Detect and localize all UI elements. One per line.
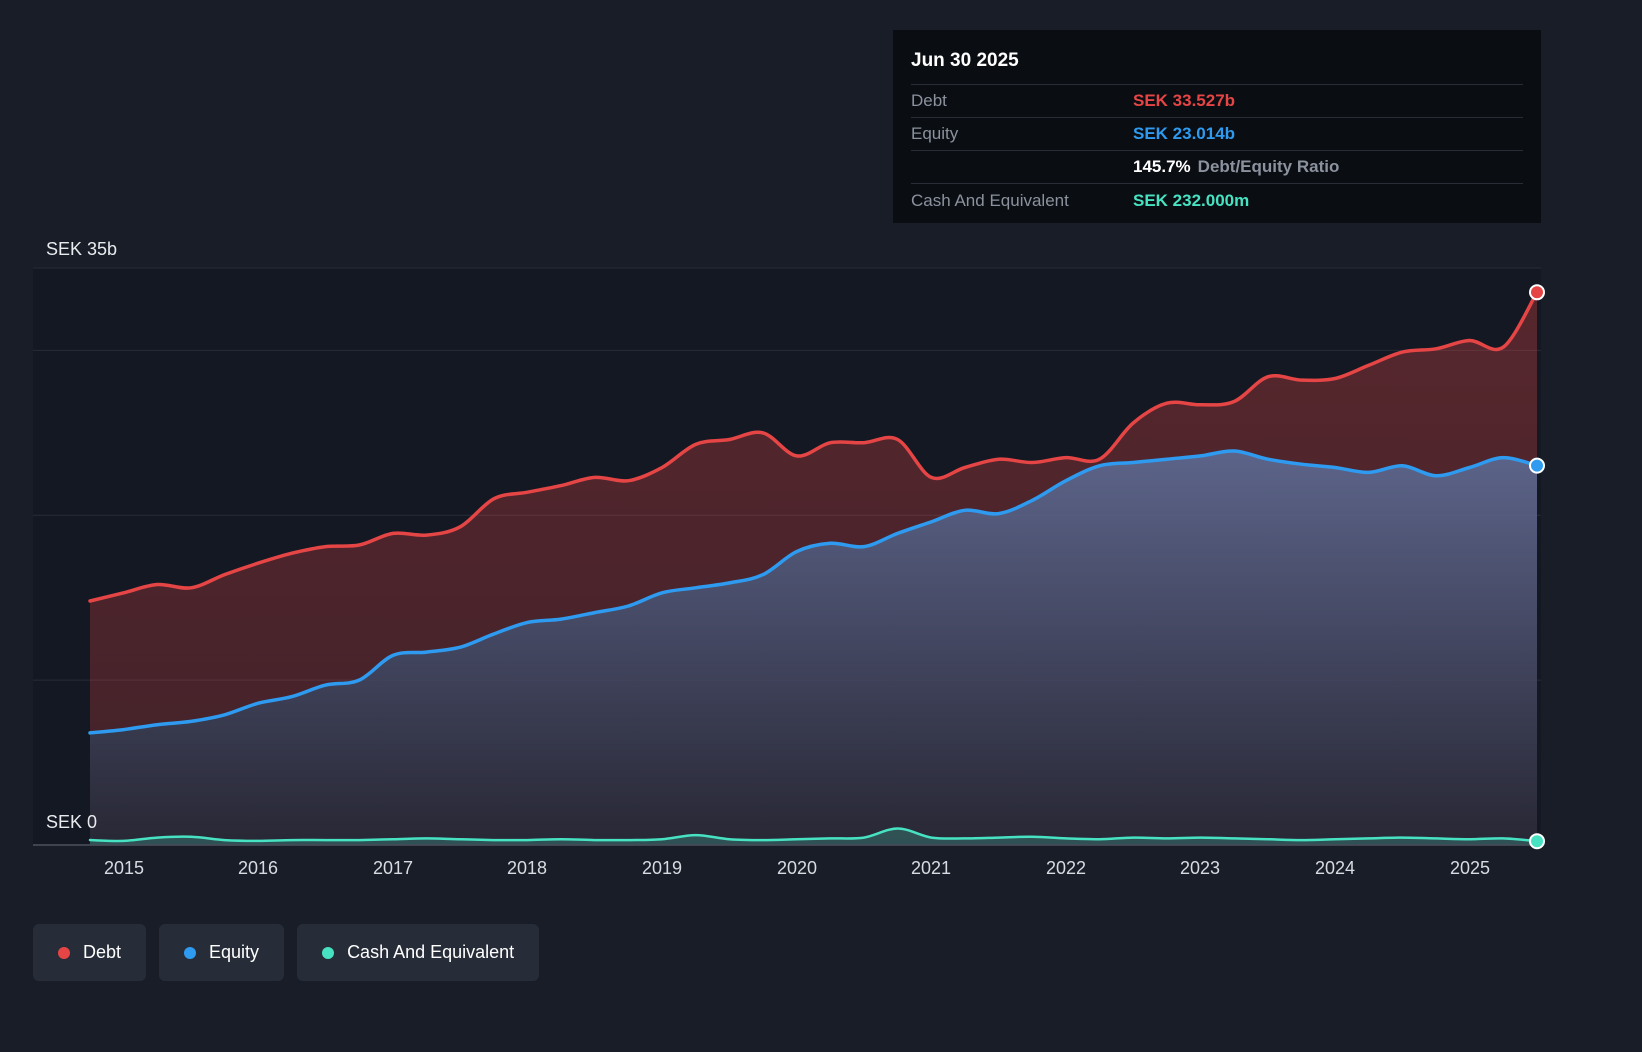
x-tick-2017: 2017 bbox=[372, 858, 414, 878]
tooltip-row-equity: Equity SEK 23.014b bbox=[911, 118, 1523, 151]
x-tick-2015: 2015 bbox=[103, 858, 145, 878]
debt-series-dot-icon bbox=[58, 946, 70, 959]
debt-endpoint-marker bbox=[1529, 284, 1545, 301]
tooltip-row-debt: Debt SEK 33.527b bbox=[911, 85, 1523, 118]
cash-endpoint-marker bbox=[1529, 833, 1545, 850]
tooltip-row-value-suffix: Debt/Equity Ratio bbox=[1197, 157, 1340, 176]
equity-series-dot-icon bbox=[184, 946, 197, 959]
equity-area bbox=[90, 450, 1537, 845]
tooltip-date: Jun 30 2025 bbox=[911, 44, 1523, 85]
legend-label: Cash And Equivalent bbox=[347, 942, 515, 962]
y-axis-label-zero: SEK 0 bbox=[46, 812, 98, 832]
x-tick-2021: 2021 bbox=[910, 858, 952, 878]
tooltip-row-value: 145.7% bbox=[1133, 157, 1191, 176]
legend-label: Equity bbox=[209, 942, 260, 962]
x-tick-2016: 2016 bbox=[237, 858, 279, 878]
tooltip-row-value: SEK 23.014b bbox=[1133, 124, 1236, 143]
tooltip-row-value: SEK 232.000m bbox=[1133, 190, 1250, 210]
tooltip-row-cash-and-equivalent: Cash And Equivalent SEK 232.000m bbox=[911, 184, 1523, 217]
x-tick-2022: 2022 bbox=[1045, 858, 1087, 878]
legend-item-debt[interactable]: Debt bbox=[33, 924, 147, 981]
chart-legend: Debt Equity Cash And Equivalent bbox=[33, 924, 540, 981]
y-axis-label-top: SEK 35b bbox=[46, 239, 118, 259]
debt-line bbox=[88, 290, 1539, 603]
cash-area bbox=[90, 828, 1537, 845]
tooltip-row-value: SEK 33.527b bbox=[1133, 91, 1236, 110]
legend-item-equity[interactable]: Equity bbox=[159, 924, 285, 981]
legend-label: Debt bbox=[83, 942, 122, 962]
cash-series-dot-icon bbox=[322, 946, 335, 959]
x-tick-2019: 2019 bbox=[641, 858, 683, 878]
tooltip-row-label: Debt bbox=[911, 91, 947, 110]
x-tick-2024: 2024 bbox=[1314, 858, 1356, 878]
equity-line bbox=[88, 449, 1539, 735]
x-tick-2023: 2023 bbox=[1179, 858, 1221, 878]
x-tick-2020: 2020 bbox=[776, 858, 818, 878]
tooltip-row-debt-equity-ratio: 145.7% Debt/Equity Ratio bbox=[911, 151, 1523, 184]
x-tick-2018: 2018 bbox=[506, 858, 548, 878]
legend-item-cash[interactable]: Cash And Equivalent bbox=[297, 924, 540, 981]
tooltip-row-label: Cash And Equivalent bbox=[911, 190, 1069, 210]
x-tick-2025: 2025 bbox=[1449, 858, 1491, 878]
tooltip-rows: Debt SEK 33.527b Equity SEK 23.014b 145.7% De… bbox=[911, 85, 1523, 217]
equity-endpoint-marker bbox=[1529, 457, 1545, 474]
cash-line bbox=[88, 827, 1539, 843]
chart-tooltip: Jun 30 2025 Debt SEK 33.527b Equity SEK 23.… bbox=[893, 30, 1541, 223]
tooltip-row-label: Equity bbox=[911, 124, 959, 143]
